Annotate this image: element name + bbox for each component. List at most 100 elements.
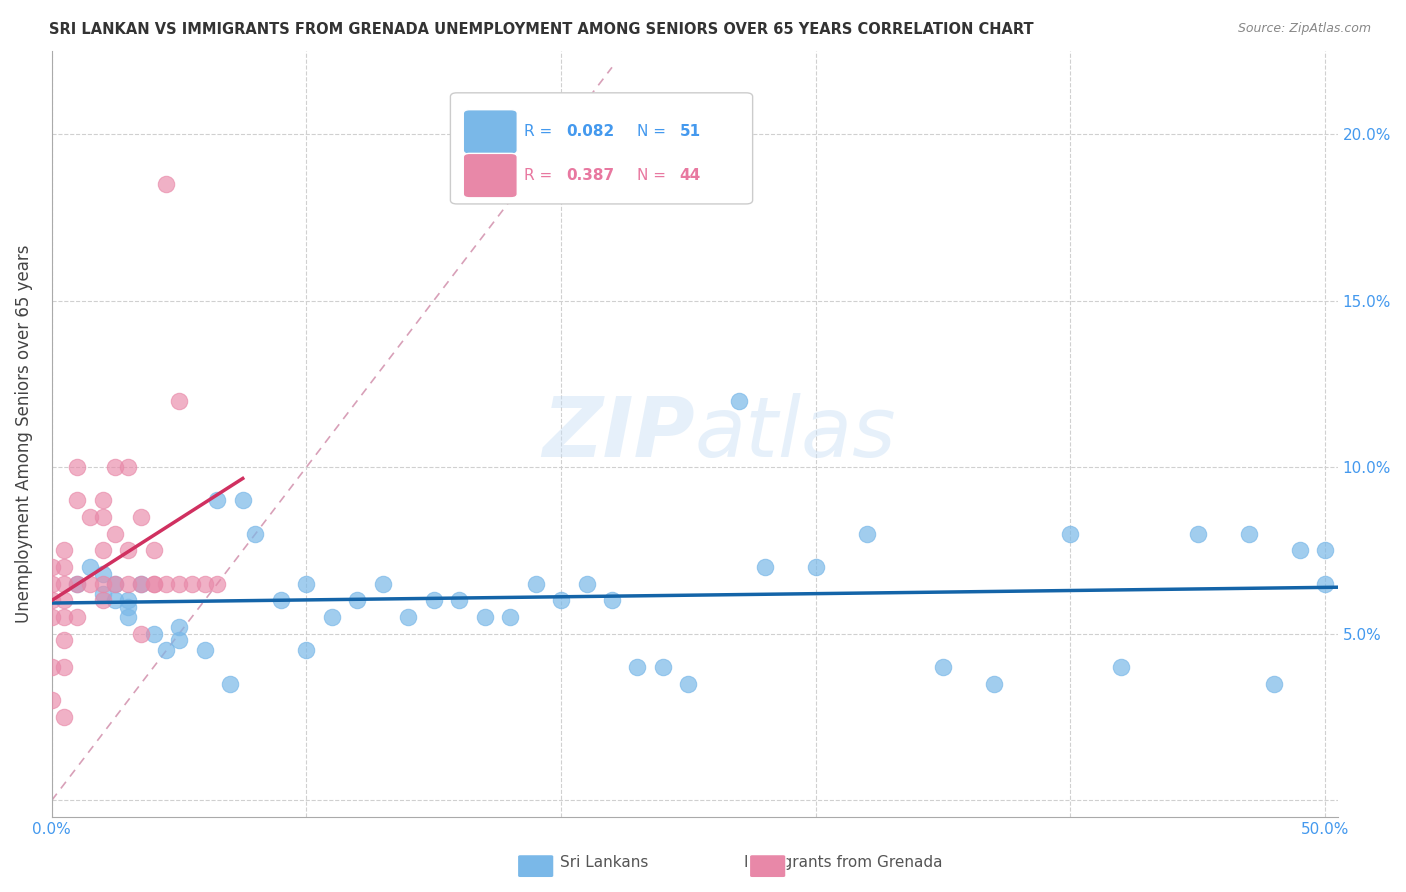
Point <box>804 560 827 574</box>
Point <box>53 593 76 607</box>
Point <box>321 610 343 624</box>
Point <box>142 543 165 558</box>
Point <box>167 393 190 408</box>
Point <box>449 593 471 607</box>
Point <box>53 660 76 674</box>
Point <box>1237 526 1260 541</box>
Point <box>104 576 127 591</box>
Point <box>1111 660 1133 674</box>
Point <box>524 576 547 591</box>
Point <box>142 626 165 640</box>
Text: Immigrants from Grenada: Immigrants from Grenada <box>744 855 943 870</box>
Point <box>91 543 114 558</box>
Text: N =: N = <box>637 168 666 183</box>
Point <box>167 633 190 648</box>
Point <box>155 643 177 657</box>
Point <box>41 593 63 607</box>
Point <box>41 560 63 574</box>
Point <box>104 460 127 475</box>
Point <box>167 620 190 634</box>
Point <box>295 576 318 591</box>
Point <box>180 576 202 591</box>
Point <box>129 510 152 524</box>
Point <box>1187 526 1209 541</box>
Point <box>207 493 229 508</box>
Point <box>104 576 127 591</box>
Point <box>155 177 177 191</box>
Text: 0.082: 0.082 <box>567 124 614 138</box>
Point <box>117 600 139 615</box>
Text: 44: 44 <box>679 168 700 183</box>
Point <box>575 576 598 591</box>
Point <box>66 576 89 591</box>
Point <box>91 566 114 581</box>
Point <box>53 576 76 591</box>
Point <box>79 576 101 591</box>
Text: Sri Lankans: Sri Lankans <box>561 855 648 870</box>
Point <box>117 543 139 558</box>
Point <box>155 576 177 591</box>
Point <box>53 543 76 558</box>
Text: Source: ZipAtlas.com: Source: ZipAtlas.com <box>1237 22 1371 36</box>
Point <box>245 526 267 541</box>
Point <box>346 593 368 607</box>
Text: SRI LANKAN VS IMMIGRANTS FROM GRENADA UNEMPLOYMENT AMONG SENIORS OVER 65 YEARS C: SRI LANKAN VS IMMIGRANTS FROM GRENADA UN… <box>49 22 1033 37</box>
Point <box>53 633 76 648</box>
Point <box>678 677 700 691</box>
Point <box>117 593 139 607</box>
Point <box>422 593 444 607</box>
Point <box>117 576 139 591</box>
Point <box>983 677 1005 691</box>
Point <box>1313 543 1336 558</box>
Point <box>79 560 101 574</box>
Point <box>295 643 318 657</box>
Point <box>41 693 63 707</box>
Point <box>129 576 152 591</box>
Point <box>91 510 114 524</box>
FancyBboxPatch shape <box>463 153 517 198</box>
Point <box>66 460 89 475</box>
Point <box>167 576 190 591</box>
Point <box>41 610 63 624</box>
Point <box>91 587 114 601</box>
Text: N =: N = <box>637 124 666 138</box>
Point <box>104 526 127 541</box>
Point <box>232 493 254 508</box>
Point <box>728 393 751 408</box>
Point <box>626 660 648 674</box>
FancyBboxPatch shape <box>450 93 752 204</box>
Point <box>193 643 215 657</box>
Point <box>396 610 419 624</box>
Text: ZIP: ZIP <box>543 393 695 475</box>
Y-axis label: Unemployment Among Seniors over 65 years: Unemployment Among Seniors over 65 years <box>15 244 32 624</box>
Point <box>1059 526 1081 541</box>
Point <box>117 460 139 475</box>
Point <box>550 593 572 607</box>
Point <box>193 576 215 591</box>
Point <box>53 610 76 624</box>
Point <box>754 560 776 574</box>
Point <box>207 576 229 591</box>
Point <box>371 576 394 591</box>
Point <box>142 576 165 591</box>
Point <box>855 526 877 541</box>
Point <box>270 593 292 607</box>
Text: 0.387: 0.387 <box>567 168 614 183</box>
Point <box>91 576 114 591</box>
Point <box>219 677 242 691</box>
Text: atlas: atlas <box>695 393 897 475</box>
Point <box>651 660 673 674</box>
Point <box>117 610 139 624</box>
Text: R =: R = <box>523 168 553 183</box>
Point <box>1288 543 1310 558</box>
Point <box>91 593 114 607</box>
Point <box>600 593 623 607</box>
Point <box>499 610 522 624</box>
Point <box>129 626 152 640</box>
Point <box>91 493 114 508</box>
Point <box>932 660 955 674</box>
Point <box>1263 677 1285 691</box>
Point <box>1313 576 1336 591</box>
Point <box>79 510 101 524</box>
Text: 51: 51 <box>679 124 700 138</box>
